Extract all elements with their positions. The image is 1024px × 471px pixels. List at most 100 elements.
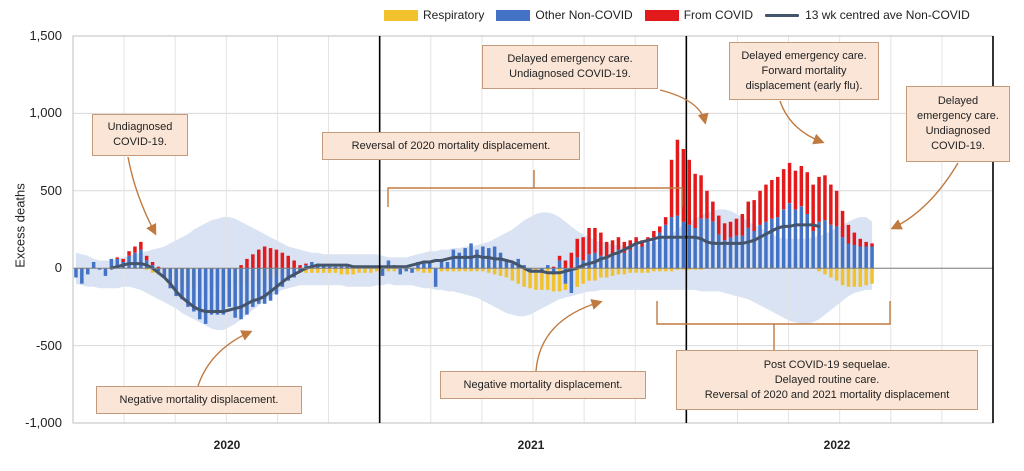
respiratory-bar — [575, 268, 579, 287]
respiratory-bar — [481, 268, 485, 272]
from-covid-bar — [840, 210, 845, 238]
respiratory-bar — [463, 268, 467, 272]
from-covid-bar — [728, 221, 733, 238]
respiratory-bar — [834, 268, 839, 281]
other-non-covid-bar — [799, 206, 804, 269]
other-non-covid-bar — [546, 265, 550, 269]
from-covid-bar — [292, 260, 296, 269]
respiratory-bar — [846, 268, 851, 287]
y-tick-label: 0 — [54, 260, 62, 275]
other-non-covid-bar — [186, 268, 190, 307]
respiratory-bar — [634, 268, 638, 273]
other-non-covid-bar — [563, 268, 568, 284]
arrow-negative-2021 — [535, 299, 603, 372]
from-covid-bar — [569, 252, 574, 269]
from-covid-bar — [286, 255, 290, 269]
from-covid-bar — [823, 175, 827, 221]
other-non-covid-bar — [280, 268, 285, 287]
other-non-covid-bar — [109, 258, 114, 269]
respiratory-bar — [551, 268, 556, 292]
other-non-covid-bar — [646, 241, 650, 269]
respiratory-bar — [628, 268, 632, 273]
other-non-covid-bar — [569, 268, 574, 293]
other-non-covid-bar — [321, 265, 326, 269]
brace-post-covid — [656, 301, 891, 350]
other-non-covid-bar — [80, 268, 84, 284]
y-tick-label: 1,000 — [29, 105, 62, 120]
y-tick-label: -500 — [35, 338, 62, 353]
other-non-covid-bar — [86, 268, 90, 275]
other-non-covid-bar — [268, 268, 273, 301]
from-covid-bar — [675, 139, 680, 216]
x-group-label-2021: 2021 — [517, 438, 545, 452]
other-non-covid-bar — [74, 268, 78, 278]
respiratory-bar — [333, 268, 338, 273]
from-covid-bar — [280, 252, 285, 269]
other-non-covid-bar — [227, 268, 231, 307]
other-non-covid-bar — [139, 249, 143, 269]
respiratory-bar — [516, 268, 520, 284]
other-non-covid-bar — [274, 268, 279, 295]
other-non-covid-bar — [811, 231, 815, 269]
from-covid-bar — [864, 241, 868, 247]
annotation-reversal-2020-displacement: Reversal of 2020 mortality displacement. — [322, 132, 580, 160]
annotation-delayed-emergency-care-2021: Delayed emergency care. Undiagnosed COVI… — [482, 45, 658, 89]
from-covid-bar — [245, 258, 249, 269]
other-non-covid-bar — [209, 268, 214, 315]
average-line — [109, 223, 821, 313]
other-non-covid-bar — [310, 262, 314, 269]
legend-label-from-covid: From COVID — [683, 8, 754, 22]
respiratory-bar — [587, 268, 591, 281]
respiratory-bar — [652, 268, 656, 272]
from-covid-bar — [693, 173, 697, 228]
arrow-delayed-2022 — [890, 162, 959, 230]
other-non-covid-bar — [174, 268, 178, 297]
respiratory-bar — [687, 268, 691, 270]
from-covid-bar — [274, 249, 279, 269]
respiratory-bar — [557, 268, 562, 292]
other-non-covid-bar — [634, 245, 638, 269]
other-non-covid-bar — [793, 209, 798, 269]
respiratory-bar — [498, 268, 503, 276]
other-non-covid-bar — [233, 268, 237, 318]
from-covid-bar — [687, 159, 691, 225]
from-covid-bar — [663, 217, 668, 225]
other-non-covid-bar — [817, 221, 821, 269]
other-non-covid-bar — [91, 262, 96, 269]
from-covid-bar — [793, 170, 798, 210]
respiratory-bar — [457, 268, 461, 272]
from-covid-bar — [127, 251, 131, 256]
other-non-covid-bar — [758, 224, 762, 269]
respiratory-bar — [339, 268, 344, 275]
respiratory-bar — [487, 268, 491, 273]
respiratory-bar — [540, 268, 544, 290]
other-non-covid-bar — [705, 218, 709, 269]
annotation-negative-displacement-2021: Negative mortality displacement. — [440, 371, 646, 399]
x-group-label-2022: 2022 — [823, 438, 851, 452]
from-covid-bar — [711, 201, 715, 222]
respiratory-bar — [610, 268, 615, 276]
respiratory-bar — [386, 268, 391, 272]
respiratory-bar — [327, 268, 332, 273]
respiratory-bar — [357, 268, 361, 273]
from-covid-bar — [652, 231, 656, 238]
respiratory-bar — [658, 268, 662, 272]
other-non-covid-bar — [693, 228, 697, 269]
other-non-covid-bar — [156, 268, 161, 272]
from-covid-bar — [705, 190, 709, 219]
respiratory-bar — [663, 268, 668, 272]
other-non-covid-bar — [286, 268, 290, 281]
from-covid-bar — [575, 238, 579, 258]
from-covid-bar — [658, 226, 662, 233]
legend-label-average-line: 13 wk centred ave Non-COVID — [805, 8, 970, 22]
from-covid-bar — [115, 257, 119, 259]
other-non-covid-bar — [469, 243, 473, 269]
other-non-covid-bar — [168, 268, 172, 289]
other-non-covid-bar — [203, 268, 208, 324]
from-covid-bar — [870, 243, 874, 247]
other-non-covid-bar — [557, 260, 562, 269]
other-non-covid-bar — [162, 268, 167, 278]
other-non-covid-bar — [221, 268, 226, 315]
other-non-covid-bar — [498, 252, 503, 269]
other-non-covid-bar — [599, 255, 603, 269]
